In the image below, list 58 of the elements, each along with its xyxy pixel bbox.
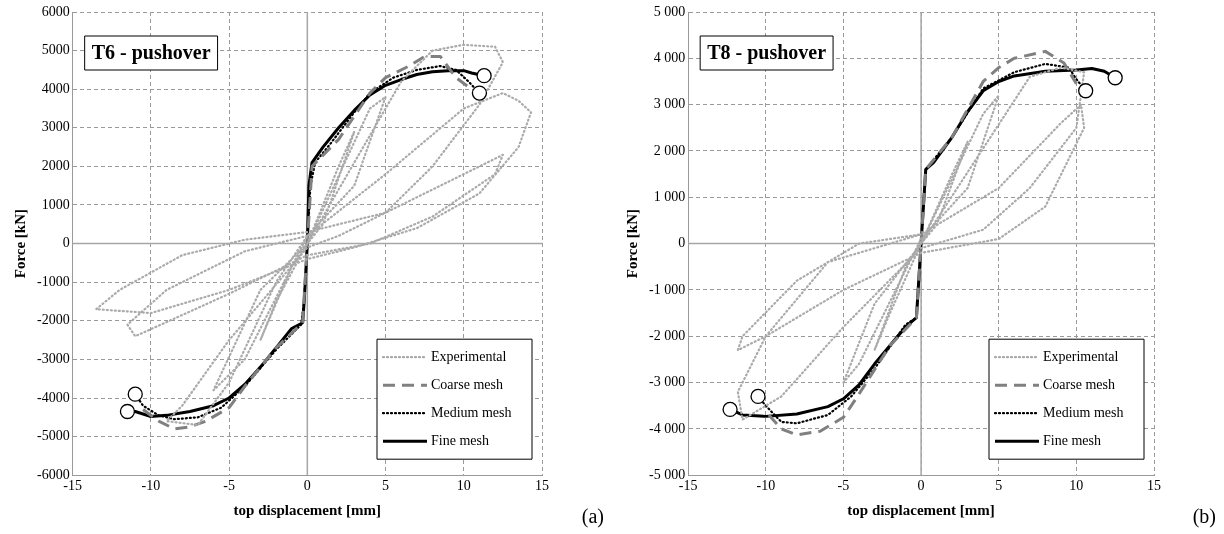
legend-label: Medium mesh — [1043, 404, 1124, 420]
text: T8 - pushover — [707, 41, 827, 65]
y-tick-label: 5000 — [41, 42, 70, 58]
legend-label: Medium mesh — [431, 404, 512, 420]
y-tick-label: -1000 — [36, 273, 70, 289]
x-axis-title: top displacement [mm] — [847, 501, 995, 518]
y-tick-label: 2000 — [41, 158, 70, 174]
y-tick-label: 5 000 — [653, 3, 686, 19]
y-tick-label: 4 000 — [653, 49, 686, 65]
x-tick-label: 10 — [456, 478, 471, 494]
point — [471, 85, 488, 101]
text: (a) — [581, 505, 604, 529]
y-axis-title: Force [kN] — [623, 208, 640, 279]
y-tick-label: 3000 — [41, 119, 70, 135]
x-tick-label: 15 — [1147, 478, 1161, 494]
x-tick-label: -5 — [837, 478, 850, 494]
x-tick-label: -10 — [756, 478, 776, 494]
y-tick-label: -5000 — [36, 428, 70, 444]
point — [1107, 70, 1123, 86]
y-tick-label: 1000 — [41, 196, 70, 212]
text: (b) — [1192, 505, 1216, 529]
y-tick-label: 3 000 — [653, 96, 686, 112]
point — [476, 68, 492, 84]
y-tick-label: 0 — [62, 235, 70, 251]
x-tick-label: 5 — [995, 478, 1003, 494]
x-tick-label: 5 — [382, 478, 390, 494]
y-tick-label: -4000 — [36, 389, 70, 405]
x-tick-label: 10 — [1069, 478, 1084, 494]
legend-label: Fine mesh — [431, 432, 489, 448]
x-tick-label: -5 — [223, 478, 235, 494]
x-tick-label: -10 — [141, 478, 161, 494]
y-tick-label: -4 000 — [648, 420, 686, 436]
x-axis-title: top displacement [mm] — [233, 501, 382, 518]
y-tick-label: 2 000 — [653, 142, 686, 158]
x-tick-label: 0 — [303, 478, 311, 494]
y-tick-label: 0 — [678, 235, 686, 251]
y-tick-label: -1 000 — [648, 281, 686, 297]
y-tick-label: 6000 — [41, 3, 70, 19]
y-tick-label: -2000 — [36, 312, 70, 328]
point — [1078, 83, 1094, 99]
y-axis-title: Force [kN] — [11, 208, 28, 279]
legend-label: Experimental — [431, 348, 507, 364]
y-tick-label: -3 000 — [648, 374, 686, 390]
point — [722, 401, 738, 418]
legend-label: Fine mesh — [1043, 432, 1101, 448]
y-tick-label: 4000 — [41, 80, 70, 96]
y-tick-label: -2 000 — [648, 327, 686, 343]
text: T6 - pushover — [91, 41, 211, 65]
y-tick-label: 1 000 — [653, 188, 686, 204]
x-tick-label: 15 — [535, 478, 549, 494]
legend-label: Experimental — [1043, 348, 1119, 364]
point — [750, 388, 766, 405]
point — [119, 403, 136, 420]
y-tick-label: -3000 — [36, 351, 70, 367]
x-tick-label: 0 — [917, 478, 925, 494]
legend-label: Coarse mesh — [431, 376, 503, 392]
point — [127, 386, 143, 402]
legend-label: Coarse mesh — [1043, 376, 1115, 392]
